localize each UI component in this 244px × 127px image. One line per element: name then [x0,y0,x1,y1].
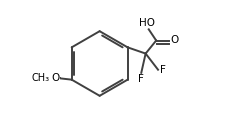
Text: F: F [138,74,143,84]
Text: HO: HO [140,18,155,28]
Text: F: F [160,65,165,75]
Text: O: O [170,35,178,45]
Text: O: O [51,73,60,83]
Text: CH₃: CH₃ [32,73,50,83]
